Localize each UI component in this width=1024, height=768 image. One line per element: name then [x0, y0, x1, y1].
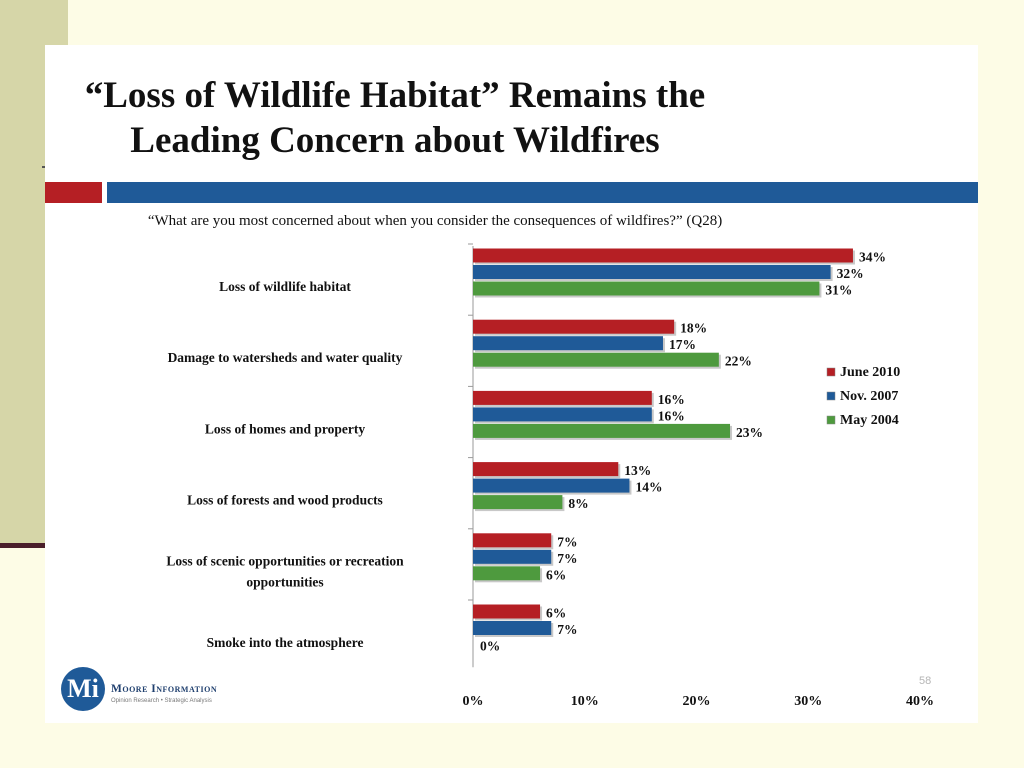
bar-chart: Loss of wildlife habitat 34%32% 31% Damage … — [166, 243, 934, 709]
logo-tagline: Opinion Research • Strategic Analysis — [111, 698, 212, 704]
data-label: 32% — [837, 266, 864, 281]
bar-may-2004 — [473, 495, 563, 510]
bar-nov-2007 — [473, 265, 831, 279]
category-label: Loss of forests and wood products — [187, 493, 383, 508]
data-label: 23% — [736, 425, 763, 440]
company-logo: Mi Moore Information Opinion Research • … — [61, 667, 261, 717]
category-label: Damage to watersheds and water quality — [168, 350, 403, 365]
bar-may-2004 — [473, 281, 820, 296]
data-label: 16% — [658, 392, 685, 407]
legend-swatch — [826, 367, 836, 377]
bar-june-2010 — [473, 462, 619, 477]
data-label: 7% — [557, 622, 577, 637]
legend-swatch — [826, 391, 836, 401]
category-label: Loss of homes and property — [205, 421, 366, 436]
bar-nov-2007 — [473, 478, 630, 493]
bar-nov-2007 — [473, 621, 552, 635]
data-label: 6% — [546, 606, 566, 621]
x-tick-label: 40% — [906, 694, 934, 709]
accent-bar-blue — [107, 182, 978, 203]
category-label: opportunities — [246, 574, 323, 589]
page-number: 58 — [919, 675, 932, 687]
data-label: 34% — [859, 250, 886, 265]
data-label: 16% — [658, 408, 685, 423]
logo-name: Moore Information — [111, 683, 218, 695]
bar-nov-2007 — [473, 549, 552, 564]
survey-question: “What are you most concerned about when … — [147, 213, 723, 229]
data-label: 7% — [557, 551, 577, 566]
accent-bar-red — [45, 182, 102, 203]
logo-mark: Mi — [61, 667, 105, 711]
data-label: 8% — [568, 496, 588, 511]
slide-title-line-1: “Loss of Wildlife Habitat” Remains the — [84, 75, 706, 116]
data-label: 13% — [624, 463, 651, 478]
legend-swatch — [826, 415, 836, 425]
x-tick-label: 10% — [571, 694, 599, 709]
x-tick-label: 20% — [683, 694, 711, 709]
bar-may-2004 — [473, 566, 541, 581]
bar-june-2010 — [473, 604, 541, 619]
data-label: 18% — [680, 321, 707, 336]
data-label: 0% — [480, 639, 500, 654]
legend-label: June 2010 — [840, 365, 900, 380]
category-label: Loss of wildlife habitat — [219, 279, 351, 294]
data-label: 14% — [635, 480, 662, 495]
bar-june-2010 — [473, 390, 652, 405]
bar-may-2004 — [473, 423, 731, 438]
slide-title-line-2: Leading Concern about Wildfires — [130, 120, 660, 161]
data-label: 31% — [825, 283, 852, 298]
data-label: 22% — [725, 354, 752, 369]
x-tick-label: 0% — [463, 694, 484, 709]
side-accent-line — [0, 543, 52, 548]
category-label: Smoke into the atmosphere — [207, 635, 364, 650]
data-label: 6% — [546, 567, 566, 582]
bar-may-2004 — [473, 352, 719, 367]
bar-june-2010 — [473, 319, 675, 334]
x-tick-label: 30% — [794, 694, 822, 709]
slide: “Loss of Wildlife Habitat” Remains the L… — [45, 45, 978, 723]
data-label: 7% — [557, 534, 577, 549]
slide-title: “Loss of Wildlife Habitat” Remains the L… — [45, 73, 745, 163]
bar-nov-2007 — [473, 407, 652, 422]
legend-label: Nov. 2007 — [840, 389, 898, 404]
category-label: Loss of scenic opportunities or recreati… — [166, 553, 404, 568]
bar-june-2010 — [473, 248, 853, 263]
legend-label: May 2004 — [840, 413, 899, 428]
data-label: 17% — [669, 337, 696, 352]
bar-nov-2007 — [473, 336, 663, 351]
bar-june-2010 — [473, 533, 552, 548]
